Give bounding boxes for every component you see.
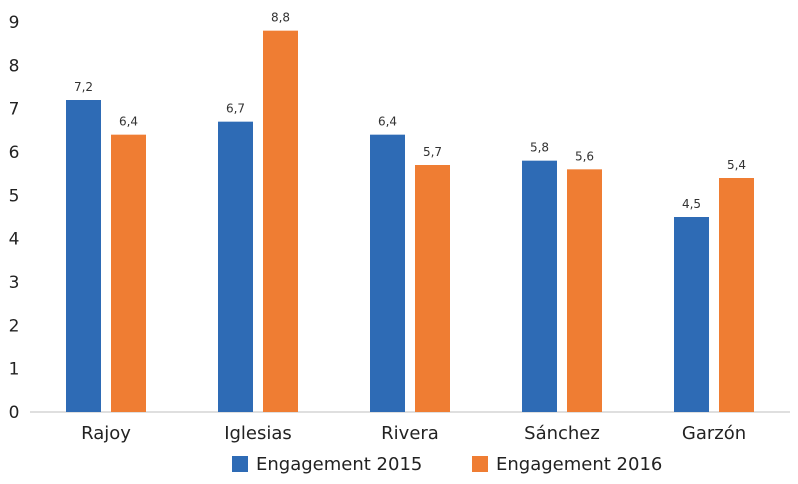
y-tick-label: 3	[9, 273, 20, 293]
data-label: 8,8	[271, 11, 290, 25]
bar-series2	[719, 178, 754, 412]
x-tick-label: Iglesias	[224, 423, 292, 444]
x-tick-label: Garzón	[682, 423, 746, 444]
data-label: 6,4	[119, 115, 138, 129]
data-label: 7,2	[74, 80, 93, 94]
data-label: 5,7	[423, 145, 442, 159]
y-tick-label: 7	[9, 100, 20, 120]
data-labels-layer: 7,2 6,4 6,7 8,8 6,4 5,7 5,8 5,6 4,5 5,4	[74, 11, 746, 211]
bar-series1	[370, 134, 405, 412]
x-tick-label: Sánchez	[524, 423, 600, 444]
y-tick-label: 2	[9, 316, 20, 336]
legend-swatch	[232, 456, 248, 472]
x-tick-label: Rajoy	[81, 423, 131, 444]
axis-layer: 0 1 2 3 4 5 6 7 8 9 Rajoy Iglesias Rivera Sánchez Garz…	[9, 13, 790, 444]
y-tick-label: 8	[9, 56, 20, 76]
data-label: 6,4	[378, 115, 397, 129]
y-tick-label: 5	[9, 186, 20, 206]
y-tick-label: 6	[9, 143, 20, 163]
y-tick-label: 4	[9, 230, 20, 250]
data-label: 5,6	[575, 149, 594, 163]
bar-series1	[218, 121, 253, 413]
x-tick-label: Rivera	[381, 423, 439, 444]
data-label: 4,5	[682, 197, 701, 211]
bars-layer	[66, 30, 754, 413]
legend-label: Engagement 2016	[496, 454, 662, 475]
bar-series2	[111, 134, 146, 412]
bar-series1	[66, 100, 101, 412]
bar-series2	[415, 165, 450, 412]
bar-series2	[263, 30, 298, 413]
legend-label: Engagement 2015	[256, 454, 422, 475]
data-label: 5,8	[530, 141, 549, 155]
y-tick-label: 0	[9, 403, 20, 423]
bar-series2	[567, 169, 602, 412]
y-tick-label: 9	[9, 13, 20, 33]
legend-swatch	[472, 456, 488, 472]
bar-series1	[522, 160, 557, 412]
data-label: 6,7	[226, 102, 245, 116]
legend: Engagement 2015 Engagement 2016	[232, 454, 662, 475]
data-label: 5,4	[727, 158, 746, 172]
y-tick-label: 1	[9, 360, 20, 380]
bar-series1	[674, 217, 709, 412]
